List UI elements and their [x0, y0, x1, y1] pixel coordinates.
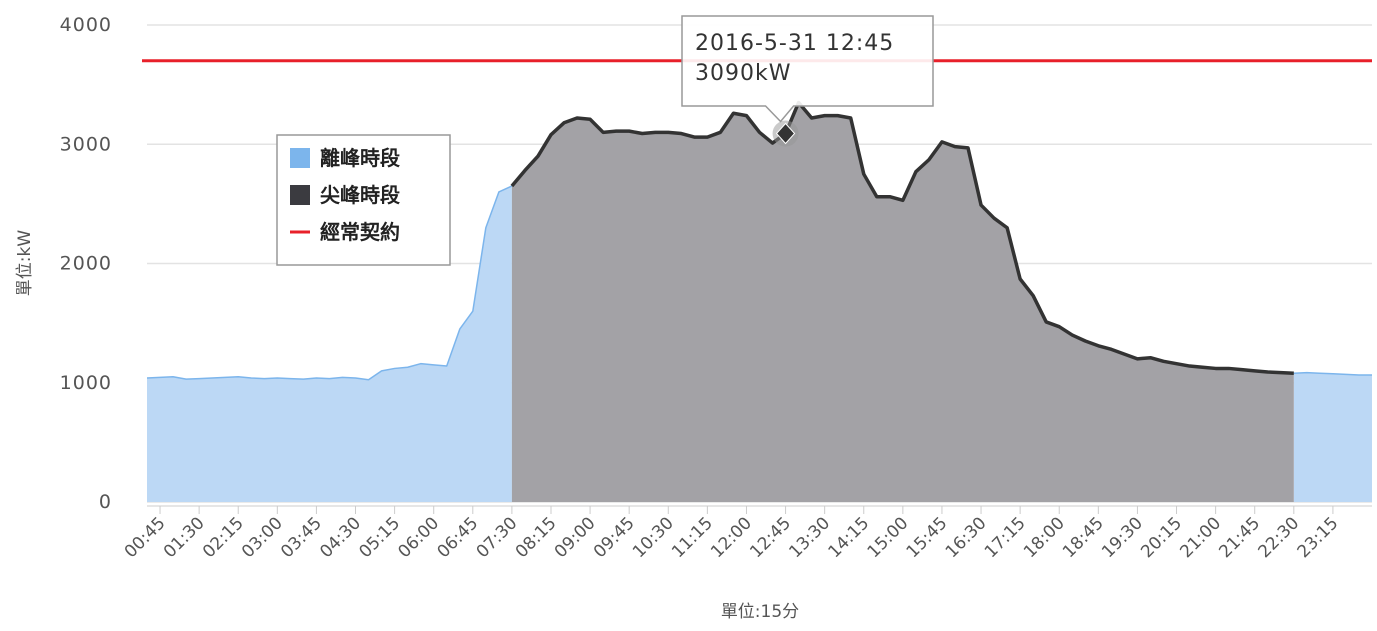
area — [511, 102, 1294, 502]
x-tick-label: 05:15 — [355, 513, 404, 562]
area — [1293, 372, 1372, 502]
x-tick-label: 11:15 — [668, 513, 717, 562]
series-line — [146, 185, 513, 381]
x-tick-label: 01:30 — [160, 513, 209, 562]
x-tick-label: 22:30 — [1255, 513, 1304, 562]
y-axis-label: 單位:kW — [15, 230, 35, 297]
tooltip-value: 3090kW — [695, 61, 791, 86]
x-tick-label: 09:00 — [551, 513, 600, 562]
x-tick-label: 12:00 — [707, 513, 756, 562]
x-tick-label: 19:30 — [1098, 513, 1147, 562]
x-tick-label: 17:15 — [981, 513, 1030, 562]
area — [147, 185, 512, 503]
x-tick-label: 14:15 — [825, 513, 874, 562]
y-tick-label: 2000 — [60, 253, 112, 275]
x-tick-label: 04:30 — [316, 513, 365, 562]
series-line — [510, 100, 1294, 375]
y-tick-label: 3000 — [60, 133, 112, 155]
x-tick-label: 16:30 — [942, 513, 991, 562]
tooltip-title: 2016-5-31 12:45 — [695, 31, 894, 56]
x-tick-label: 12:45 — [746, 513, 795, 562]
x-tick-label: 09:45 — [590, 513, 639, 562]
x-tick-label: 07:30 — [473, 513, 522, 562]
legend-label: 經常契約 — [320, 220, 400, 244]
legend-label: 離峰時段 — [320, 146, 400, 170]
x-tick-label: 13:30 — [785, 513, 834, 562]
x-tick-label: 08:15 — [512, 513, 561, 562]
y-tick-label: 1000 — [60, 372, 112, 394]
y-tick-label: 0 — [99, 491, 112, 513]
x-tick-label: 06:00 — [394, 513, 443, 562]
x-tick-label: 03:00 — [238, 513, 287, 562]
tooltip-box — [681, 15, 934, 123]
x-tick-label: 21:45 — [1215, 513, 1264, 562]
legend-label: 尖峰時段 — [320, 183, 400, 207]
x-tick-label: 23:15 — [1294, 513, 1343, 562]
x-tick-label: 20:15 — [1137, 513, 1186, 562]
legend-swatch — [290, 185, 310, 205]
hover-marker — [775, 122, 796, 145]
legend-swatch — [290, 148, 310, 168]
x-tick-label: 18:45 — [1059, 513, 1108, 562]
x-tick-label: 15:45 — [903, 513, 952, 562]
x-axis-label: 單位:15分 — [721, 602, 799, 622]
x-tick-label: 18:00 — [1020, 513, 1069, 562]
x-tick-label: 21:00 — [1176, 513, 1225, 562]
x-tick-label: 03:45 — [277, 513, 326, 562]
x-tick-label: 06:45 — [434, 513, 483, 562]
series-line — [1293, 371, 1372, 376]
y-tick-label: 4000 — [60, 14, 112, 36]
x-tick-label: 10:30 — [629, 513, 678, 562]
x-tick-label: 15:00 — [864, 513, 913, 562]
x-tick-label: 02:15 — [199, 513, 248, 562]
x-tick-label: 00:45 — [121, 513, 170, 562]
